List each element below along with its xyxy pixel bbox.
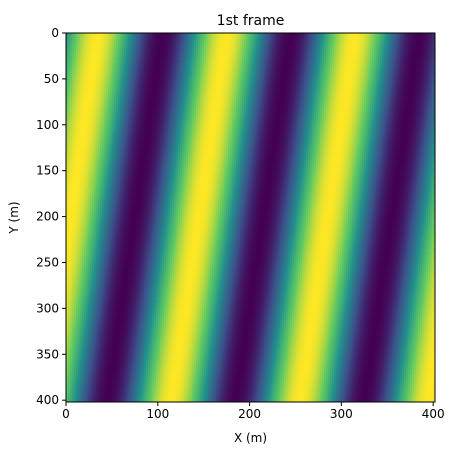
chart-title: 1st frame bbox=[217, 13, 285, 29]
heatmap-image bbox=[66, 33, 437, 403]
